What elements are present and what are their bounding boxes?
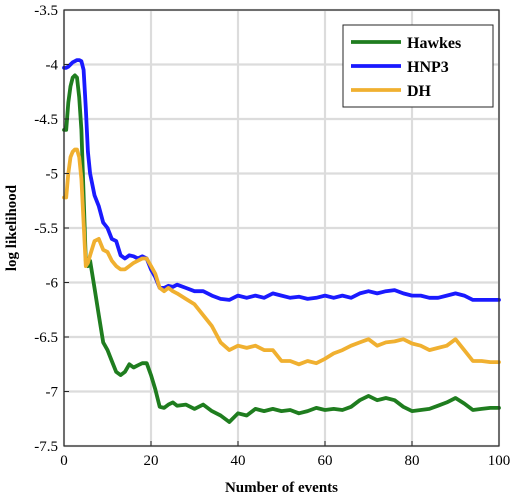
x-tick-label: 0 <box>60 453 68 469</box>
y-tick-label: -4.5 <box>34 112 58 128</box>
y-tick-label: -7 <box>46 385 59 401</box>
axis-ticks: 0 20 40 60 80 100 -3.5 -4 -4.5 -5 -5.5 -6 -6.5 -7 -7.5 <box>34 3 510 469</box>
legend-label-hnp3: HNP3 <box>407 59 449 76</box>
x-tick-label: 60 <box>318 453 333 469</box>
y-tick-label: -6 <box>46 276 59 292</box>
series-line-dh <box>62 147 501 367</box>
y-tick-label: -5.5 <box>34 221 58 237</box>
y-axis-title: log likelihood <box>4 184 20 271</box>
legend-label-dh: DH <box>407 83 432 100</box>
x-tick-label: 80 <box>405 453 420 469</box>
y-tick-label: -6.5 <box>34 330 58 346</box>
series-line-hnp3 <box>62 58 501 302</box>
y-tick-label: -5 <box>46 167 59 183</box>
x-axis-title: Number of events <box>225 480 338 496</box>
x-tick-label: 100 <box>488 453 511 469</box>
y-tick-label: -7.5 <box>34 439 58 455</box>
legend-label-hawkes: Hawkes <box>407 35 461 52</box>
y-tick-label: -4 <box>46 58 59 74</box>
y-tick-label: -3.5 <box>34 3 58 19</box>
x-tick-label: 20 <box>144 453 159 469</box>
x-tick-label: 40 <box>231 453 246 469</box>
series-lines <box>62 58 501 424</box>
legend: Hawkes HNP3 DH <box>342 24 494 108</box>
